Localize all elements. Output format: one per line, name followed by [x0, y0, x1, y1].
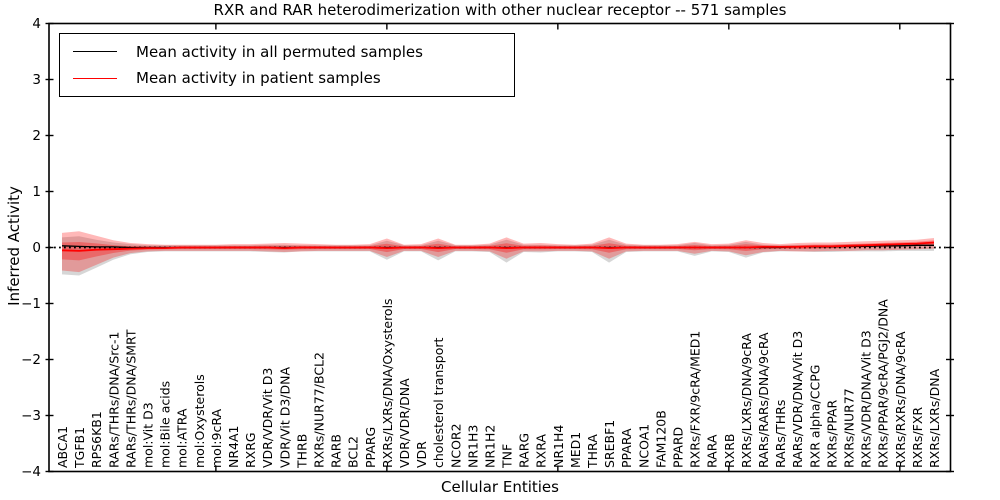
category-label: RXRs/PPAR [824, 400, 839, 468]
category-label: RXRs/RXRs/DNA/9cRA [893, 331, 908, 468]
y-tick-label: 2 [32, 128, 41, 144]
category-label: THRA [585, 434, 600, 469]
category-label: RXRs/NUR77/BCL2 [311, 352, 326, 468]
category-label: PPARG [363, 427, 378, 468]
patient-mean-line [61, 241, 935, 252]
category-label: mol:Bile acids [158, 381, 173, 468]
y-axis-label: Inferred Activity [5, 186, 23, 306]
category-label: RPS6KB1 [89, 411, 104, 468]
category-label: mol:9cRA [209, 408, 224, 468]
category-label: RXRs/FXR/9cRA/MED1 [688, 331, 703, 468]
category-label: NCOA1 [636, 424, 651, 468]
category-label: BCL2 [346, 436, 361, 468]
y-tick-label: 1 [32, 184, 41, 200]
category-label: mol:Vit D3 [140, 402, 155, 468]
category-label: NR1H3 [465, 425, 480, 468]
category-label: RXRG [243, 432, 258, 468]
category-label: NR1H4 [551, 425, 566, 468]
category-label: SREBF1 [602, 420, 617, 468]
category-label: RARA [705, 434, 720, 468]
category-label: RARs/THRs/DNA/SMRT [123, 329, 138, 468]
category-label: THRB [294, 434, 309, 469]
category-label: NR1H2 [482, 425, 497, 468]
category-label: VDR/Vit D3/DNA [277, 367, 292, 468]
category-label: ABCA1 [55, 426, 70, 468]
category-label: TNF [500, 444, 515, 469]
legend-item-permuted: Mean activity in all permuted samples [60, 43, 514, 61]
category-label: VDR [414, 441, 429, 468]
legend: Mean activity in all permuted samples Me… [59, 33, 515, 97]
category-label: RARB [329, 434, 344, 468]
category-label: mol:Oxysterols [192, 374, 207, 468]
category-label: RXRs/NUR77 [842, 388, 857, 468]
permuted-line-swatch [73, 51, 117, 53]
category-label: PPARA [619, 428, 634, 468]
chart-title: RXR and RAR heterodimerization with othe… [213, 1, 787, 19]
y-tick-label: −3 [21, 408, 41, 424]
patient-line-swatch [73, 77, 117, 79]
category-label: RXRs/FXR [910, 407, 925, 468]
legend-label-permuted: Mean activity in all permuted samples [136, 42, 423, 61]
y-tick-label: 0 [32, 240, 41, 256]
category-label: TGFB1 [72, 427, 87, 469]
category-label: NR4A1 [226, 426, 241, 469]
category-label: VDR/VDR/DNA [397, 378, 412, 468]
category-label: RARG [517, 433, 532, 468]
y-tick-label: 4 [32, 16, 41, 32]
category-label: cholesterol transport [431, 337, 446, 468]
category-label: RARs/RARs/DNA/9cRA [756, 332, 771, 468]
confidence-band-patient-inner [62, 240, 934, 261]
category-label: MED1 [568, 432, 583, 468]
x-axis-label: Cellular Entities [441, 478, 559, 496]
category-label: RXRB [722, 433, 737, 468]
confidence-band-patient-outer [62, 231, 934, 273]
y-tick-label: −2 [21, 352, 41, 368]
category-label: RXRs/LXRs/DNA [927, 368, 942, 468]
category-label: NCOR2 [448, 423, 463, 468]
category-label: RXRs/PPAR/9cRA/PGJ2/DNA [876, 299, 891, 468]
category-label: RARs/THRs [773, 400, 788, 468]
confidence-band-permuted [62, 236, 934, 276]
category-label: PPARD [671, 427, 686, 468]
category-label: RXRA [534, 434, 549, 468]
y-tick-label: 3 [32, 72, 41, 88]
category-label: VDR/VDR/Vit D3 [260, 368, 275, 468]
category-label: RXRs/LXRs/DNA/Oxysterols [380, 298, 395, 468]
category-label: RXR alpha/CCPG [807, 365, 822, 468]
legend-label-patient: Mean activity in patient samples [136, 69, 381, 88]
y-tick-label: −4 [21, 464, 41, 480]
y-tick-label: −1 [21, 296, 41, 312]
category-label: RXRs/LXRs/DNA/9cRA [739, 333, 754, 468]
legend-item-patient: Mean activity in patient samples [60, 69, 514, 87]
category-label: mol:ATRA [175, 408, 190, 468]
category-label: RXRs/VDR/DNA/Vit D3 [859, 330, 874, 468]
category-label: FAM120B [653, 410, 668, 468]
category-label: RARs/THRs/DNA/Src-1 [106, 332, 121, 468]
category-label: RARs/VDR/DNA/Vit D3 [790, 331, 805, 468]
